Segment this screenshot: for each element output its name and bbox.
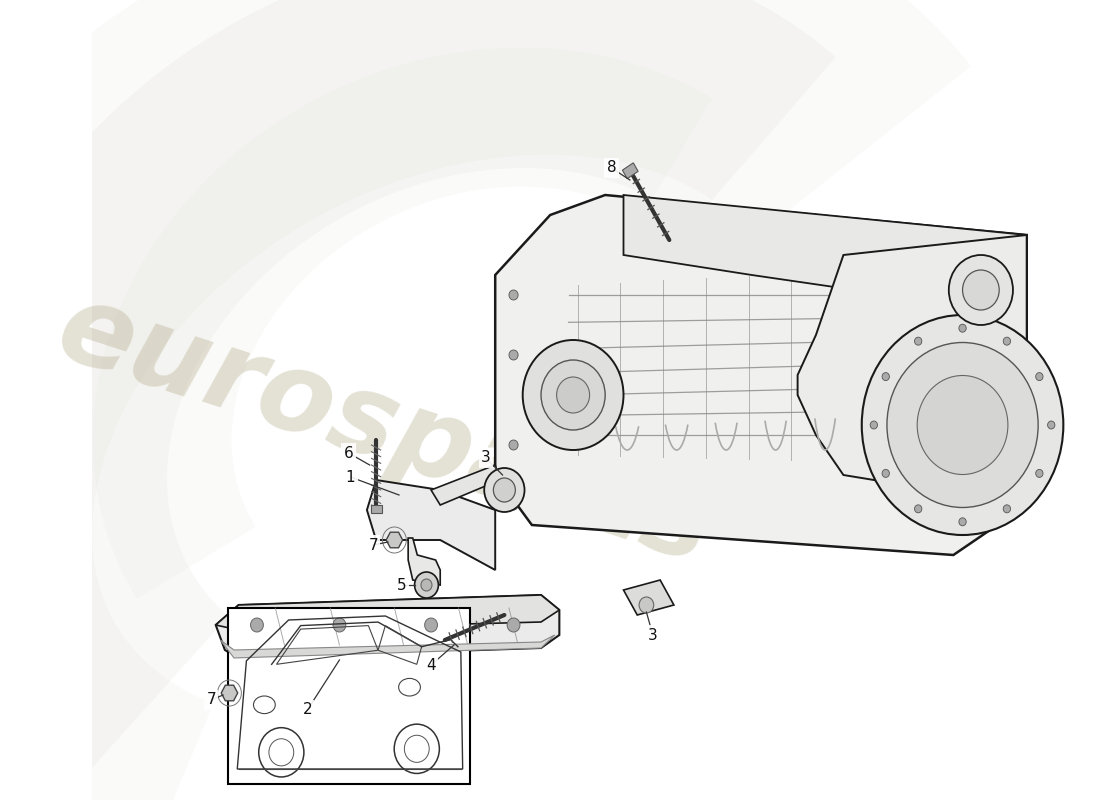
Bar [623, 163, 638, 178]
Circle shape [333, 618, 345, 632]
Text: a passion: a passion [756, 314, 949, 406]
Circle shape [1003, 505, 1011, 513]
Circle shape [507, 618, 520, 632]
Circle shape [509, 440, 518, 450]
Circle shape [914, 505, 922, 513]
Bar [228, 608, 470, 784]
Circle shape [882, 470, 890, 478]
Circle shape [1036, 470, 1043, 478]
Polygon shape [221, 686, 238, 701]
Polygon shape [386, 532, 403, 548]
Text: 8: 8 [607, 161, 616, 175]
Circle shape [861, 315, 1064, 535]
Circle shape [251, 618, 263, 632]
Bar [371, 505, 382, 513]
Circle shape [522, 340, 624, 450]
Circle shape [870, 421, 878, 429]
Circle shape [541, 360, 605, 430]
Circle shape [494, 478, 516, 502]
Polygon shape [624, 195, 1026, 315]
Circle shape [421, 579, 432, 591]
Text: 4: 4 [426, 658, 436, 673]
Circle shape [917, 375, 1008, 474]
Circle shape [959, 324, 966, 332]
Circle shape [962, 270, 999, 310]
Circle shape [425, 618, 438, 632]
Text: 1: 1 [345, 470, 355, 485]
Circle shape [509, 500, 518, 510]
Polygon shape [495, 195, 1026, 555]
Polygon shape [1018, 235, 1026, 505]
Text: since: since [770, 298, 880, 362]
Circle shape [509, 350, 518, 360]
Text: 7: 7 [207, 693, 216, 707]
Text: eurosparts: eurosparts [45, 274, 725, 586]
Circle shape [914, 337, 922, 345]
Text: 7: 7 [368, 538, 378, 553]
Circle shape [887, 342, 1038, 507]
Polygon shape [624, 580, 674, 615]
Polygon shape [216, 595, 560, 630]
Text: 3: 3 [481, 450, 491, 466]
Circle shape [415, 572, 439, 598]
Circle shape [1047, 421, 1055, 429]
Circle shape [959, 518, 966, 526]
Circle shape [882, 373, 890, 381]
Circle shape [639, 597, 653, 613]
Text: 5: 5 [397, 578, 407, 593]
Circle shape [509, 290, 518, 300]
Polygon shape [798, 235, 1026, 505]
Circle shape [949, 255, 1013, 325]
Polygon shape [367, 480, 495, 570]
Circle shape [557, 377, 590, 413]
Polygon shape [216, 595, 560, 658]
Polygon shape [431, 465, 499, 505]
Circle shape [484, 468, 525, 512]
Polygon shape [408, 538, 440, 585]
Text: 3: 3 [648, 627, 658, 642]
Text: 6: 6 [343, 446, 353, 461]
Circle shape [1036, 373, 1043, 381]
Text: 1985: 1985 [783, 246, 996, 374]
Polygon shape [220, 635, 554, 658]
Text: 2: 2 [302, 702, 312, 718]
Circle shape [1003, 337, 1011, 345]
